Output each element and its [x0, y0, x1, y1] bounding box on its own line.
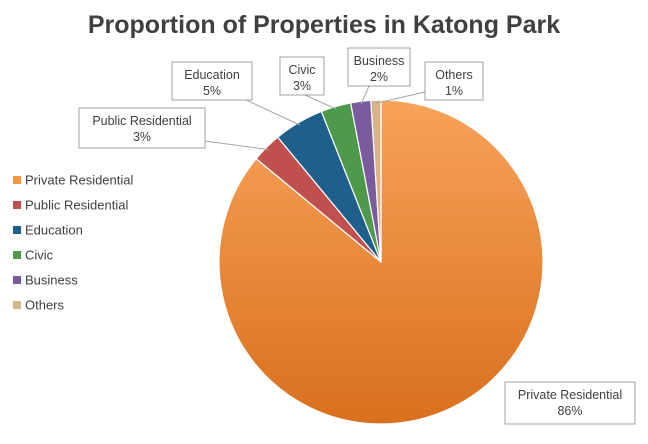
data-label-box-business	[347, 47, 411, 87]
data-label-value-civic: 3%	[293, 79, 311, 93]
legend-swatch-business	[13, 276, 21, 284]
data-label-box-private-residential	[504, 381, 636, 425]
legend-swatch-others	[13, 301, 21, 309]
data-label-value-business: 2%	[370, 70, 388, 84]
legend-swatch-civic	[13, 251, 21, 259]
data-label-name-public-residential: Public Residential	[92, 114, 191, 128]
data-label-name-business: Business	[354, 54, 405, 68]
data-label-value-others: 1%	[445, 84, 463, 98]
pie-slices	[218, 99, 544, 425]
legend-swatch-education	[13, 226, 21, 234]
leader-line-civic	[304, 94, 337, 110]
legend-swatch-public-residential	[13, 201, 21, 209]
chart-title: Proportion of Properties in Katong Park	[88, 11, 560, 39]
data-label-name-education: Education	[184, 68, 240, 82]
legend-swatch-private-residential	[13, 176, 21, 184]
data-label-box-education	[171, 61, 253, 101]
data-label-name-civic: Civic	[288, 63, 315, 77]
data-label-box-civic	[279, 56, 325, 96]
legend: Private Residential Public Residential Edu…	[13, 173, 133, 313]
leader-line-education	[243, 98, 301, 126]
leader-line-others	[375, 91, 426, 104]
data-label-name-private-residential: Private Residential	[518, 388, 622, 402]
data-label-value-private-residential: 86%	[557, 404, 582, 418]
leader-line-public-residential	[204, 140, 269, 151]
data-labels: Private Residential 86% Public Residential…	[78, 47, 636, 425]
data-label-box-others	[424, 61, 484, 101]
legend-label-business: Business	[25, 273, 78, 288]
legend-label-private-residential: Private Residential	[25, 173, 133, 188]
data-label-box-public-residential	[78, 107, 206, 149]
leader-lines	[204, 85, 426, 151]
legend-label-others: Others	[25, 298, 65, 313]
legend-label-education: Education	[25, 223, 83, 238]
leader-line-business	[360, 85, 370, 105]
data-label-value-education: 5%	[203, 84, 221, 98]
legend-label-public-residential: Public Residential	[25, 198, 128, 213]
data-label-value-public-residential: 3%	[133, 130, 151, 144]
data-label-name-others: Others	[435, 68, 473, 82]
legend-label-civic: Civic	[25, 248, 54, 263]
slice-others	[370, 99, 382, 263]
